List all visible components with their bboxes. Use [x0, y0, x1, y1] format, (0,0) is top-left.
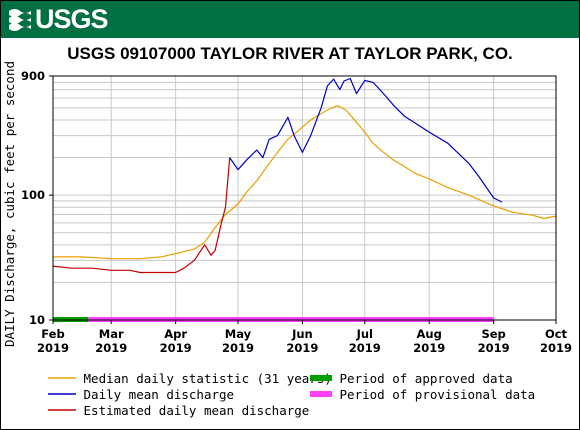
x-tick-year: 2019 — [37, 341, 69, 355]
y-tick-label: 10 — [29, 313, 45, 327]
legend-daily-mean-label: Daily mean discharge — [83, 387, 235, 402]
x-tick-year: 2019 — [413, 341, 445, 355]
x-tick-month: Oct — [545, 327, 568, 341]
usgs-wave-icon — [9, 9, 31, 31]
legend-median-label: Median daily statistic (31 years) — [83, 371, 332, 386]
x-tick-month: Mar — [99, 327, 124, 341]
legend-daily-mean: Daily mean discharge — [48, 387, 234, 402]
chart-title: USGS 09107000 TAYLOR RIVER AT TAYLOR PAR… — [67, 44, 513, 63]
legend-estimated-swatch — [48, 409, 76, 411]
x-tick-month: Apr — [164, 327, 187, 341]
legend-daily-mean-swatch — [48, 393, 76, 395]
legend-approved-label: Period of approved data — [339, 371, 513, 386]
legend-estimated: Estimated daily mean discharge — [48, 403, 309, 418]
legend-median-swatch — [48, 377, 76, 379]
legend-provisional: Period of provisional data — [310, 387, 535, 402]
x-tick-month: Sep — [481, 327, 505, 341]
y-axis-label: DAILY Discharge, cubic feet per second — [2, 61, 17, 347]
legend-median: Median daily statistic (31 years) — [48, 371, 332, 386]
grid-layer — [53, 76, 556, 320]
data-layer — [52, 77, 557, 274]
legend-estimated-label: Estimated daily mean discharge — [83, 403, 310, 418]
y-tick-label: 900 — [21, 69, 45, 83]
legend-approved-swatch — [310, 375, 332, 381]
legend-provisional-label: Period of provisional data — [339, 387, 536, 402]
series-line-2 — [52, 157, 231, 274]
x-tick-year: 2019 — [160, 341, 192, 355]
x-tick-month: Aug — [417, 327, 442, 341]
x-tick-month: Feb — [41, 327, 64, 341]
series-line-1 — [229, 77, 503, 203]
legend-provisional-swatch — [310, 391, 332, 397]
x-tick-month: Jul — [356, 327, 373, 341]
x-tick-year: 2019 — [286, 341, 318, 355]
usgs-banner: USGS — [1, 1, 579, 38]
plot-border — [52, 75, 557, 321]
x-tick-year: 2019 — [95, 341, 127, 355]
series-line-0 — [53, 105, 557, 260]
x-tick-year: 2019 — [478, 341, 510, 355]
y-tick-label: 100 — [21, 188, 45, 202]
x-tick-year: 2019 — [349, 341, 381, 355]
x-tick-year: 2019 — [222, 341, 254, 355]
usgs-logo: USGS — [35, 4, 109, 34]
tick-layer: 10100900Feb2019Mar2019Apr2019May2019Jun2… — [21, 69, 572, 355]
x-tick-month: May — [225, 327, 252, 341]
x-tick-month: Jun — [291, 327, 313, 341]
x-tick-year: 2019 — [540, 341, 572, 355]
legend-approved: Period of approved data — [310, 371, 513, 386]
